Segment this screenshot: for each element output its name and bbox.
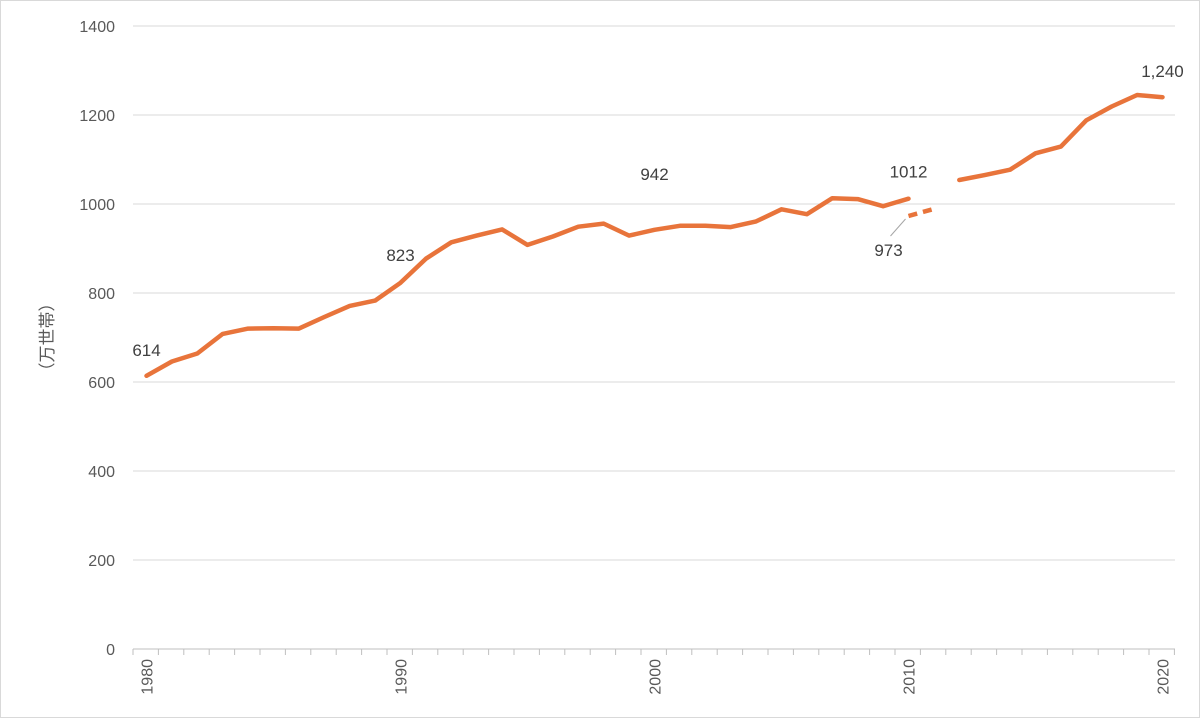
x-axis-tick-labels: 1980 1990 2000 2010 2020: [140, 659, 1173, 695]
data-label: 823: [386, 246, 414, 265]
data-labels: 614 823 942 1012 973 1,240: [132, 62, 1183, 360]
x-tick-label: 2000: [648, 659, 665, 695]
y-axis-tick-labels: 0 200 400 600 800 1000 1200 1400: [79, 19, 115, 659]
x-axis: [132, 648, 1175, 655]
data-label: 614: [132, 341, 160, 360]
y-tick-label: 1000: [79, 197, 115, 214]
gridlines: [133, 25, 1175, 561]
y-tick-label: 600: [88, 375, 115, 392]
x-tick-label: 2020: [1156, 659, 1173, 695]
y-tick-label: 0: [106, 642, 115, 659]
x-tick-label: 1990: [394, 659, 411, 695]
y-tick-label: 400: [88, 464, 115, 481]
data-label: 973: [874, 241, 902, 260]
leader-line: [890, 218, 906, 237]
x-tick-label: 2010: [902, 659, 919, 695]
series-lines: [144, 92, 1165, 379]
series-line: [144, 195, 911, 379]
data-label: 1,240: [1141, 62, 1184, 81]
x-tick-label: 1980: [140, 659, 157, 695]
series-line-dashed: [907, 206, 935, 219]
y-tick-label: 800: [88, 286, 115, 303]
y-tick-label: 200: [88, 553, 115, 570]
y-tick-label: 1200: [79, 108, 115, 125]
y-tick-label: 1400: [79, 19, 115, 36]
data-label: 1012: [890, 163, 928, 182]
data-label: 942: [640, 165, 668, 184]
y-axis-title: （万世帯）: [38, 295, 58, 380]
series-line: [957, 92, 1165, 183]
